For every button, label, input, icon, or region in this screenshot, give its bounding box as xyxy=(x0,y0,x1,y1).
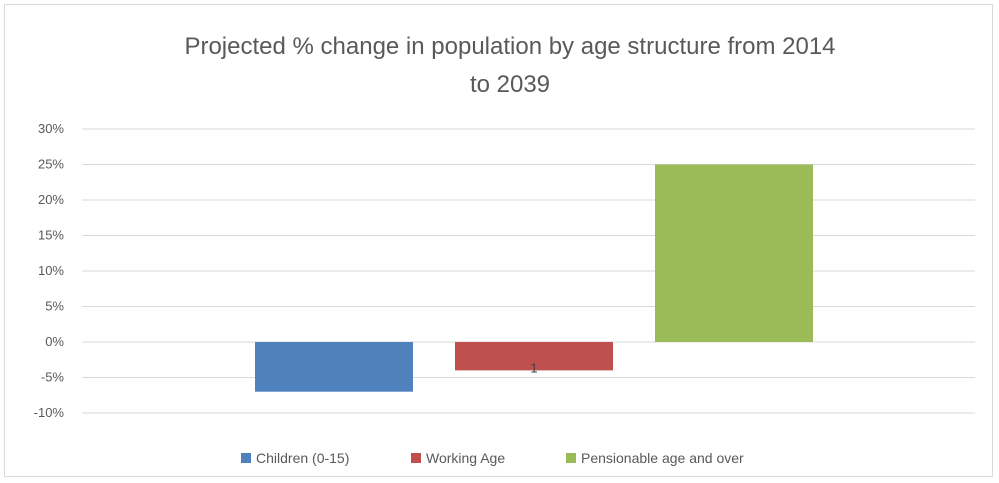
y-tick-label: 20% xyxy=(38,192,64,207)
legend-swatch xyxy=(566,453,576,463)
y-tick-label: 10% xyxy=(38,263,64,278)
legend-label: Pensionable age and over xyxy=(581,450,744,466)
legend: Children (0-15) Working Age Pensionable ag… xyxy=(241,450,744,466)
chart-frame xyxy=(4,4,993,477)
legend-label: Children (0-15) xyxy=(256,450,349,466)
data-labels: 1 xyxy=(530,360,537,375)
bars xyxy=(255,164,813,392)
legend-swatch xyxy=(411,453,421,463)
data-label: 1 xyxy=(530,360,537,375)
y-tick-label: 25% xyxy=(38,157,64,172)
bar-0 xyxy=(255,342,413,392)
bar-2 xyxy=(655,164,813,342)
y-tick-label: 5% xyxy=(45,299,64,314)
chart-title-line-1: Projected % change in population by age … xyxy=(184,33,835,60)
legend-label: Working Age xyxy=(426,450,505,466)
bar-1 xyxy=(455,342,613,371)
y-tick-label: 30% xyxy=(38,121,64,136)
gridlines xyxy=(82,128,975,414)
y-tick-label: -5% xyxy=(41,370,65,385)
legend-swatch xyxy=(241,453,251,463)
y-tick-label: 15% xyxy=(38,228,64,243)
y-axis-ticks: 30% 25% 20% 15% 10% 5% 0% -5% -10% xyxy=(34,121,65,420)
y-tick-label: -10% xyxy=(34,405,65,420)
y-tick-label: 0% xyxy=(45,334,64,349)
chart-title-line-2: to 2039 xyxy=(470,71,550,98)
